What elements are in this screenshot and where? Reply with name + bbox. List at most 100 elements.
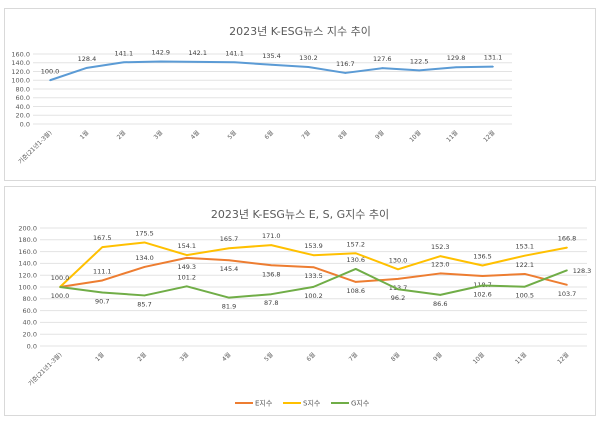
y-tick-label: 120.0	[11, 68, 30, 76]
data-point	[381, 67, 384, 69]
data-label: 96.2	[391, 294, 405, 302]
data-label: 127.6	[373, 55, 392, 63]
data-point	[439, 294, 442, 296]
data-label: 142.1	[188, 49, 207, 57]
data-point	[228, 247, 230, 250]
y-tick-label: 80.0	[23, 295, 37, 303]
data-label: 90.7	[95, 297, 109, 305]
data-point	[523, 254, 526, 257]
y-tick-label: 0.0	[27, 342, 37, 350]
data-label: 152.3	[431, 243, 450, 251]
y-tick-label: 60.0	[16, 94, 30, 102]
y-tick-label: 200.0	[18, 224, 37, 232]
data-point	[185, 254, 188, 256]
y-tick-label: 160.0	[11, 50, 30, 58]
data-point	[159, 60, 162, 63]
chart-panel-1	[4, 8, 596, 181]
y-tick-label: 140.0	[11, 59, 30, 67]
data-point	[270, 293, 273, 295]
chart-1-title: 2023년 K-ESG뉴스 지수 추이	[229, 25, 371, 38]
data-point	[439, 255, 442, 257]
data-point	[49, 79, 51, 82]
y-tick-label: 20.0	[23, 331, 37, 339]
y-tick-label: 0.0	[20, 120, 30, 128]
data-point	[101, 291, 104, 294]
y-tick-label: 60.0	[23, 307, 37, 315]
chart-panel-2	[4, 186, 596, 416]
data-label: 171.0	[262, 232, 281, 240]
data-label: 175.5	[135, 229, 154, 237]
data-label: 141.1	[225, 49, 244, 57]
data-point	[344, 72, 347, 74]
data-point	[101, 246, 104, 248]
data-point	[312, 254, 315, 256]
legend-label: E지수	[255, 399, 273, 408]
data-point	[143, 266, 146, 268]
data-label: 113.7	[389, 284, 408, 292]
y-tick-label: 40.0	[16, 103, 30, 111]
data-label: 149.3	[177, 263, 196, 271]
data-label: 145.4	[220, 265, 239, 273]
data-point	[566, 246, 568, 249]
data-label: 136.5	[473, 252, 492, 260]
data-label: 130.0	[389, 256, 408, 264]
data-label: 128.3	[573, 267, 592, 275]
data-point	[397, 268, 399, 271]
data-point	[566, 269, 568, 272]
data-point	[270, 264, 273, 267]
data-point	[307, 66, 310, 68]
data-point	[354, 252, 357, 255]
data-point	[143, 294, 146, 297]
data-point	[233, 61, 236, 64]
data-point	[143, 241, 146, 244]
data-label: 100.2	[304, 292, 323, 300]
legend-label: G지수	[351, 399, 370, 408]
y-tick-label: 140.0	[18, 260, 37, 268]
data-label: 86.6	[433, 300, 447, 308]
data-point	[86, 67, 88, 69]
data-label: 100.5	[515, 292, 534, 300]
data-point	[185, 285, 188, 288]
y-tick-label: 120.0	[18, 272, 37, 280]
data-label: 153.1	[515, 243, 534, 251]
data-point	[312, 266, 315, 269]
chart-1-plot: 0.020.040.060.080.0100.0120.0140.0160.0기…	[11, 48, 512, 166]
data-point	[481, 264, 484, 267]
data-point	[418, 69, 420, 72]
data-point	[397, 278, 399, 280]
data-label: 166.8	[558, 235, 577, 243]
data-label: 133.5	[304, 272, 323, 280]
data-label: 122.1	[515, 261, 534, 269]
chart-2-legend: E지수 S지수 G지수	[235, 399, 370, 408]
data-point	[481, 284, 484, 287]
data-label: 157.2	[346, 240, 365, 248]
data-label: 108.6	[346, 287, 365, 295]
data-point	[439, 272, 442, 275]
data-label: 154.1	[177, 242, 196, 250]
data-point	[59, 286, 61, 288]
data-point	[566, 284, 568, 286]
data-label: 100.0	[51, 292, 70, 300]
data-label: 153.9	[304, 242, 323, 250]
data-label: 116.7	[336, 60, 355, 68]
data-label: 134.0	[135, 254, 154, 262]
data-point	[492, 65, 494, 68]
data-label: 123.0	[431, 260, 450, 268]
data-point	[523, 285, 526, 288]
data-point	[270, 244, 273, 246]
data-label: 135.4	[262, 52, 281, 60]
data-label: 129.8	[447, 54, 466, 62]
data-label: 102.6	[473, 290, 492, 298]
data-label: 131.1	[484, 54, 503, 62]
y-tick-label: 100.0	[11, 77, 30, 85]
data-label: 122.5	[410, 57, 429, 65]
data-point	[354, 281, 357, 283]
data-label: 111.1	[93, 267, 112, 275]
legend-label: S지수	[303, 399, 321, 408]
data-label: 85.7	[137, 300, 151, 308]
data-point	[397, 288, 399, 291]
y-tick-label: 180.0	[18, 236, 37, 244]
data-point	[455, 66, 457, 69]
y-tick-label: 20.0	[16, 112, 30, 120]
